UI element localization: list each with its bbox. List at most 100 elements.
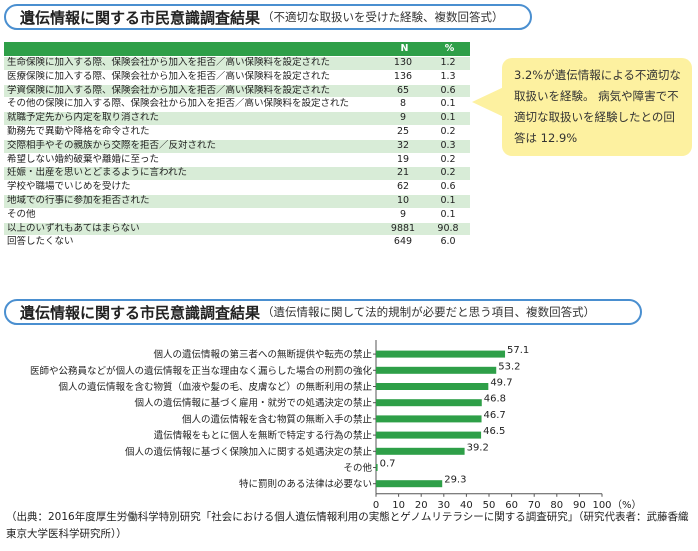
row-n: 9881 [380,222,426,237]
row-n: 130 [380,56,426,71]
row-n: 19 [380,153,426,168]
row-pct: 0.6 [426,180,470,195]
table-body: 生命保険に加入する際、保険会社から加入を拒否／高い保険料を設定された 130 1.2… [4,56,470,251]
data-label: 53.2 [498,361,520,372]
row-pct: 1.3 [426,70,470,85]
table-row: 地域での行事に参加を拒否された 10 0.1 [4,194,470,209]
x-tick-label: 90 [573,500,586,511]
row-label: その他の保険に加入する際、保険会社から加入を拒否／高い保険料を設定された [4,97,380,113]
row-n: 136 [380,70,426,85]
data-label: 49.7 [490,378,512,389]
row-label: 生命保険に加入する際、保険会社から加入を拒否／高い保険料を設定された [4,56,380,71]
row-pct: 0.2 [426,153,470,168]
category-label: 個人の遺伝情報に基づく保険加入に関する処遇決定の禁止 [125,446,373,458]
row-label: その他 [4,208,380,223]
row-label: 妊娠・出産を思いとどまるように言われた [4,166,380,182]
column-header-n: N [380,42,426,57]
row-n: 25 [380,125,426,140]
data-label: 0.7 [380,459,396,470]
category-label: 特に罰則のある法律は必要ない [239,478,372,490]
row-pct: 1.2 [426,56,470,71]
row-label: 学資保険に加入する際、保険会社から加入を拒否／高い保険料を設定された [4,84,380,99]
table-title: 遺伝情報に関する市民意識調査結果 （不適切な取扱いを受けた経験、複数回答式） [4,4,532,30]
table-row: その他 9 0.1 [4,208,470,223]
x-tick-label: 80 [550,500,563,511]
row-pct: 0.1 [426,111,470,126]
row-label: 交際相手やその親族から交際を拒否／反対された [4,139,380,154]
table-row: 学資保険に加入する際、保険会社から加入を拒否／高い保険料を設定された 65 0.6 [4,84,470,99]
table-row: 勤務先で異動や降格を命令された 25 0.2 [4,125,470,140]
table-row: 以上のいずれもあてはまらない 9881 90.8 [4,222,470,237]
row-n: 10 [380,194,426,209]
category-label: 個人の遺伝情報に基づく雇用・就労での処遇決定の禁止 [134,397,372,409]
table-header-row: N % [4,42,470,57]
row-label: 学校や職場でいじめを受けた [4,180,380,195]
chart-title-sub: （遺伝情報に関して法的規制が必要だと思う項目、複数回答式） [262,305,596,319]
row-pct: 0.1 [426,194,470,209]
x-tick-label: 20 [415,500,428,511]
row-n: 32 [380,139,426,154]
data-bar [376,415,482,423]
row-pct: 6.0 [426,235,470,251]
data-bar [376,464,378,471]
x-tick-label: 100 [592,500,611,511]
x-tick-label: 50 [483,500,496,511]
table-row: 妊娠・出産を思いとどまるように言われた 21 0.2 [4,166,470,182]
source-note: （出典：2016年度厚生労働科学特別研究「社会における個人遺伝情報利用の実態とゲ… [6,511,689,540]
table-title-sub: （不適切な取扱いを受けた経験、複数回答式） [262,10,504,24]
callout-pointer [472,86,506,118]
table-row: その他の保険に加入する際、保険会社から加入を拒否／高い保険料を設定された 8 0.1 [4,97,470,113]
table-row: 生命保険に加入する際、保険会社から加入を拒否／高い保険料を設定された 130 1.2 [4,56,470,71]
category-label: 遺伝情報をもとに個人を無断で特定する行為の禁止 [154,430,373,442]
category-label: 個人の遺伝情報の第三者への無断提供や転売の禁止 [153,349,372,361]
regulation-bar-chart: 個人の遺伝情報の第三者への無断提供や転売の禁止 57.1 医師や公務員などが個人の遺… [30,340,642,511]
row-label: 以上のいずれもあてはまらない [4,222,380,237]
data-bar [376,383,489,390]
row-n: 649 [380,235,426,251]
x-tick-label: 10 [392,500,405,511]
data-label: 29.3 [444,475,466,486]
data-label: 46.7 [484,410,506,421]
table-row: 就職予定先から内定を取り消された 9 0.1 [4,111,470,126]
data-bar [376,447,465,455]
category-label: 個人の遺伝情報を含む物質（血液や髪の毛、皮膚など）の無断利用の禁止 [58,381,372,393]
row-n: 9 [380,111,426,126]
row-pct: 0.2 [426,125,470,140]
row-pct: 0.3 [426,139,470,154]
row-label: 回答したくない [4,235,380,251]
table-row: 回答したくない 649 6.0 [4,235,470,251]
row-label: 希望しない婚約破棄や離婚に至った [4,153,380,168]
row-n: 65 [380,84,426,99]
x-tick-label: 70 [528,500,541,511]
row-label: 地域での行事に参加を拒否された [4,194,380,209]
table-row: 医療保険に加入する際、保険会社から加入を拒否／高い保険料を設定された 136 1.3 [4,70,470,85]
category-label: その他 [343,462,372,474]
row-pct: 0.1 [426,208,470,223]
data-label: 46.5 [483,426,505,437]
x-tick-label: 0 [373,500,379,511]
row-label: 就職予定先から内定を取り消された [4,111,380,126]
category-label: 個人の遺伝情報を含む物質の無断入手の禁止 [182,413,373,425]
row-pct: 90.8 [426,222,470,237]
column-header-pct: % [426,42,470,57]
x-tick-label: 30 [437,500,450,511]
data-bar [376,366,497,374]
data-bar [376,431,482,439]
row-n: 21 [380,166,426,182]
data-label: 46.8 [484,394,506,405]
table-row: 学校や職場でいじめを受けた 62 0.6 [4,180,470,195]
data-bar [376,350,506,358]
data-label: 57.1 [507,345,529,356]
row-n: 8 [380,97,426,113]
table-row: 希望しない婚約破棄や離婚に至った 19 0.2 [4,153,470,168]
data-label: 39.2 [467,442,489,453]
category-label: 医師や公務員などが個人の遺伝情報を正当な理由なく漏らした場合の刑罰の強化 [30,365,373,377]
x-tick-label: 60 [505,500,518,511]
column-header-label [4,42,380,57]
row-pct: 0.2 [426,166,470,182]
row-n: 9 [380,208,426,223]
table-title-main: 遺伝情報に関する市民意識調査結果 [20,8,261,27]
data-bar [376,480,443,488]
x-unit-label: （%） [612,499,642,511]
chart-title: 遺伝情報に関する市民意識調査結果 （遺伝情報に関して法的規制が必要だと思う項目、… [4,299,642,325]
